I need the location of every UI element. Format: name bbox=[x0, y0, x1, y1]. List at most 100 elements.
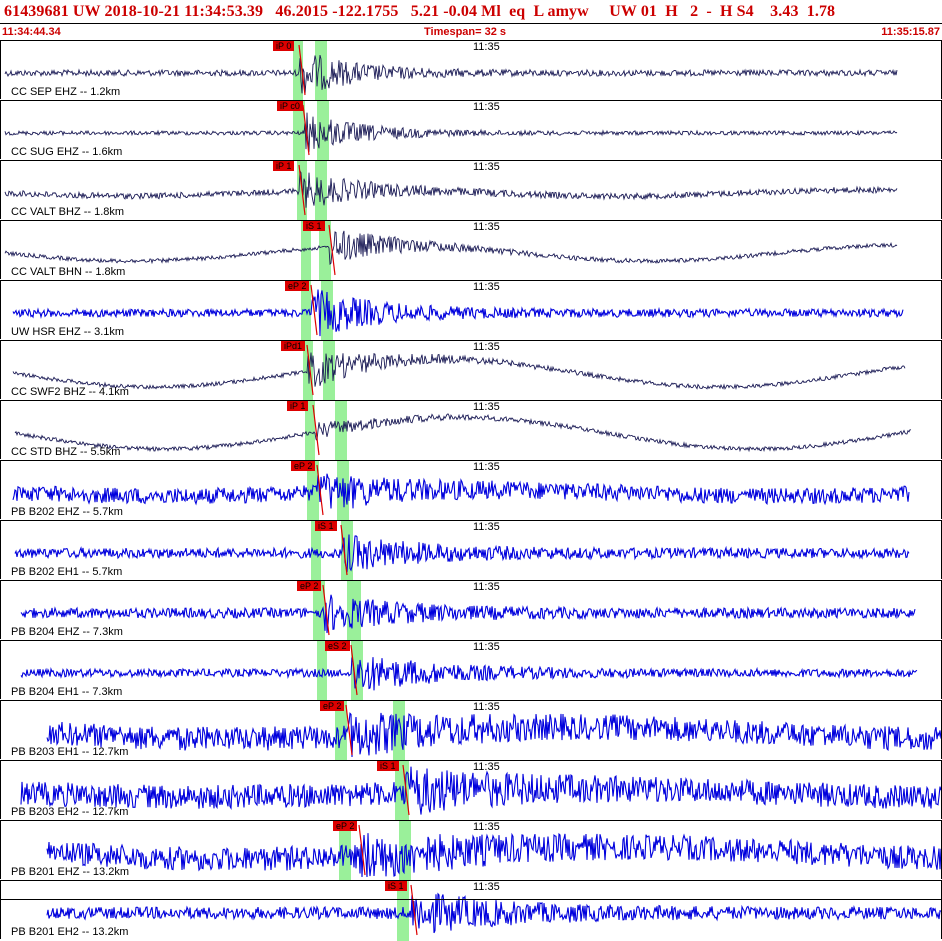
station-label: CC SWF2 BHZ -- 4.1km bbox=[11, 386, 129, 398]
waveform-trace bbox=[12, 352, 906, 391]
trace-panel[interactable]: 11:35 eP 2 PB B203 EH1 -- 12.7km bbox=[0, 700, 942, 761]
clock-label: 11:35 bbox=[473, 341, 500, 353]
phase-pick-marker[interactable]: iP 0 bbox=[273, 41, 295, 51]
trace-panel[interactable]: 11:35 iP 1 CC VALT BHZ -- 1.8km bbox=[0, 160, 942, 221]
clock-label: 11:35 bbox=[473, 881, 500, 893]
phase-pick-marker[interactable]: iP 1 bbox=[287, 401, 309, 411]
event-header: 61439681 UW 2018-10-21 11:34:53.39 46.20… bbox=[0, 0, 942, 40]
pick-window bbox=[323, 341, 335, 401]
pick-window bbox=[319, 221, 331, 281]
station-label: PB B201 EHZ -- 13.2km bbox=[11, 866, 129, 878]
trace-panel[interactable]: 11:35 eP 2 PB B201 EHZ -- 13.2km bbox=[0, 820, 942, 881]
pick-line bbox=[310, 284, 318, 336]
bottom-divider bbox=[0, 899, 942, 900]
trace-panel[interactable]: 11:35 eP 2 UW HSR EHZ -- 3.1km bbox=[0, 280, 942, 341]
pick-window bbox=[301, 221, 311, 281]
pick-line bbox=[316, 464, 324, 516]
pick-window bbox=[303, 341, 313, 401]
pick-window bbox=[307, 461, 319, 521]
pick-window bbox=[293, 101, 305, 161]
pick-window bbox=[311, 521, 321, 581]
waveform-trace bbox=[4, 112, 898, 152]
waveform-plot bbox=[12, 281, 904, 341]
phase-pick-marker[interactable]: eP 2 bbox=[297, 581, 322, 591]
pick-window bbox=[293, 41, 303, 101]
phase-pick-marker[interactable]: iS 1 bbox=[303, 221, 325, 231]
trace-panel[interactable]: 11:35 iS 1 CC VALT BHN -- 1.8km bbox=[0, 220, 942, 281]
trace-panel[interactable]: 11:35 iS 1 PB B203 EH2 -- 12.7km bbox=[0, 760, 942, 821]
waveform-plot bbox=[20, 641, 918, 701]
pick-line bbox=[298, 164, 306, 216]
phase-pick-marker[interactable]: iS 1 bbox=[315, 521, 337, 531]
waveform-plot bbox=[12, 461, 910, 521]
header-divider bbox=[0, 23, 942, 24]
clock-label: 11:35 bbox=[473, 221, 500, 233]
pick-window bbox=[335, 401, 347, 461]
trace-panel[interactable]: 11:35 iP 1 CC STD BHZ -- 5.5km bbox=[0, 400, 942, 461]
pick-window bbox=[305, 401, 315, 461]
clock-label: 11:35 bbox=[473, 521, 500, 533]
waveform-trace bbox=[4, 54, 898, 95]
waveform-plot bbox=[4, 221, 898, 281]
trace-panel[interactable]: 11:35 iS 1 PB B202 EH1 -- 5.7km bbox=[0, 520, 942, 581]
station-label: CC VALT BHZ -- 1.8km bbox=[11, 206, 125, 218]
pick-window bbox=[317, 101, 329, 161]
phase-pick-marker[interactable]: iP 1 bbox=[273, 161, 295, 171]
phase-pick-marker[interactable]: iPd1 bbox=[281, 341, 306, 351]
trace-panel[interactable]: 11:35 eS 2 PB B204 EH1 -- 7.3km bbox=[0, 640, 942, 701]
pick-line bbox=[302, 104, 310, 156]
pick-line bbox=[298, 44, 306, 96]
trace-panel[interactable]: 11:35 eP 2 PB B204 EHZ -- 7.3km bbox=[0, 580, 942, 641]
waveform-plot bbox=[12, 341, 906, 401]
station-label: PB B204 EHZ -- 7.3km bbox=[11, 626, 123, 638]
trace-panel[interactable]: 11:35 eP 2 PB B202 EHZ -- 5.7km bbox=[0, 460, 942, 521]
waveform-plot bbox=[46, 701, 941, 761]
pick-line bbox=[306, 344, 314, 396]
clock-label: 11:35 bbox=[473, 101, 500, 113]
station-label: CC STD BHZ -- 5.5km bbox=[11, 446, 121, 458]
waveform-plot bbox=[14, 521, 910, 581]
waveform-plot bbox=[46, 881, 941, 941]
clock-label: 11:35 bbox=[473, 401, 500, 413]
timespan-label: Timespan= 32 s bbox=[424, 26, 507, 38]
seismogram-traces[interactable]: 11:35 iP 0 CC SEP EHZ -- 1.2km 11:35 iP c0 CC… bbox=[0, 40, 942, 941]
clock-label: 11:35 bbox=[473, 761, 500, 773]
pick-window bbox=[317, 641, 327, 701]
phase-pick-marker[interactable]: eP 2 bbox=[320, 701, 345, 711]
waveform-plot bbox=[46, 821, 941, 881]
station-label: PB B202 EHZ -- 5.7km bbox=[11, 506, 123, 518]
station-label: UW HSR EHZ -- 3.1km bbox=[11, 326, 125, 338]
clock-label: 11:35 bbox=[473, 461, 500, 473]
phase-pick-marker[interactable]: iS 1 bbox=[385, 881, 407, 891]
trace-panel[interactable]: 11:35 iP 0 CC SEP EHZ -- 1.2km bbox=[0, 40, 942, 101]
phase-pick-marker[interactable]: eP 2 bbox=[291, 461, 316, 471]
station-label: PB B201 EH2 -- 13.2km bbox=[11, 926, 129, 938]
pick-window bbox=[335, 701, 347, 761]
clock-label: 11:35 bbox=[473, 281, 500, 293]
waveform-trace bbox=[4, 169, 898, 208]
station-label: CC SEP EHZ -- 1.2km bbox=[11, 86, 121, 98]
waveform-trace bbox=[46, 832, 941, 878]
trace-panel[interactable]: 11:35 iP c0 CC SUG EHZ -- 1.6km bbox=[0, 100, 942, 161]
event-summary: 61439681 UW 2018-10-21 11:34:53.39 46.20… bbox=[4, 3, 836, 20]
clock-label: 11:35 bbox=[473, 701, 500, 713]
pick-line bbox=[410, 884, 418, 936]
pick-line bbox=[340, 524, 348, 576]
phase-pick-marker[interactable]: iP c0 bbox=[277, 101, 303, 111]
station-label: PB B204 EH1 -- 7.3km bbox=[11, 686, 123, 698]
waveform-trace bbox=[12, 473, 910, 509]
phase-pick-marker[interactable]: eS 2 bbox=[325, 641, 350, 651]
waveform-plot bbox=[4, 161, 898, 221]
clock-label: 11:35 bbox=[473, 41, 500, 53]
end-time: 11:35:15.87 bbox=[881, 26, 940, 38]
pick-line bbox=[350, 644, 358, 696]
phase-pick-marker[interactable]: eP 2 bbox=[285, 281, 310, 291]
waveform-trace bbox=[20, 657, 918, 691]
phase-pick-marker[interactable]: eP 2 bbox=[333, 821, 358, 831]
trace-panel[interactable]: 11:35 iS 1 PB B201 EH2 -- 13.2km bbox=[0, 880, 942, 941]
trace-panel[interactable]: 11:35 iPd1 CC SWF2 BHZ -- 4.1km bbox=[0, 340, 942, 401]
clock-label: 11:35 bbox=[473, 641, 500, 653]
phase-pick-marker[interactable]: iS 1 bbox=[377, 761, 399, 771]
waveform-trace bbox=[20, 594, 916, 634]
pick-line bbox=[322, 584, 330, 636]
